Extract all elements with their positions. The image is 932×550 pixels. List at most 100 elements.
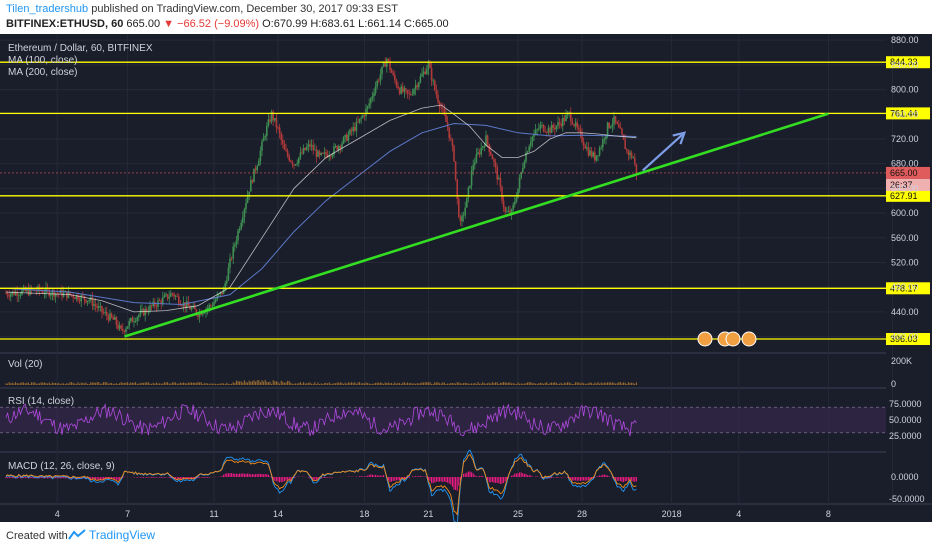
candle-body [269,119,271,122]
candle-body [267,119,270,126]
candle-body [53,290,55,297]
candle-body [290,160,292,162]
candle-body [262,137,265,142]
level-label: 478.17 [890,283,918,293]
candle-body [13,291,15,295]
candle-body [520,172,522,178]
candle-body [5,293,7,295]
axes: 844.33 761.44 627.91 478.17 396.03 665.00 26:3… [55,35,930,519]
moving-averages [5,104,637,313]
candle-body [134,321,137,322]
candle-body [346,134,348,141]
candle-body [461,215,463,222]
candle-body [171,293,174,295]
event-flag-icon[interactable] [725,331,741,347]
candle-body [597,155,599,157]
candle-body [523,161,526,168]
candle-body [382,62,385,67]
candle-body [202,313,204,315]
date-tick-label: 25 [513,509,523,519]
candle-body [317,151,319,157]
chart-svg[interactable]: 844.33 761.44 627.91 478.17 396.03 665.00 26:3… [0,34,932,527]
candle-body [170,293,172,297]
candle-body [48,289,50,296]
chart-area[interactable]: 844.33 761.44 627.91 478.17 396.03 665.00 26:3… [0,34,932,527]
candle-body [581,132,583,142]
candle-body [594,152,596,161]
level-tag [886,107,930,120]
chart-header: Tilen_tradershub published on TradingVie… [0,0,932,34]
candle-body [621,128,623,135]
rsi-line [5,403,637,437]
event-flag-icon[interactable] [697,331,713,347]
candle-body [630,152,633,158]
candle-body [291,161,294,165]
author-link[interactable]: Tilen_tradershub [6,3,89,15]
level-label: 627.91 [890,191,918,201]
volume-tick-label: 200K [891,356,912,366]
candle-body [587,147,590,156]
candle-body [94,304,97,307]
candle-body [469,185,471,188]
price-tick-label: 760.00 [891,109,919,119]
tradingview-brand[interactable]: TradingView [89,528,156,542]
candle-body [624,139,626,150]
candle-body [379,74,382,81]
candle-body [197,314,199,317]
candle-body [374,86,377,94]
candle-body [339,146,342,148]
candle-body [446,121,449,127]
candle-body [467,187,470,198]
candle-body [69,291,71,295]
price-tick-label: 520.00 [891,257,919,267]
candle-body [398,88,401,94]
event-flag-icon[interactable] [741,331,757,347]
candle-body [283,143,286,150]
candle-body [208,305,210,308]
candle-body [413,89,415,95]
candle-body [98,306,100,308]
candle-body [221,291,223,295]
candle-body [426,69,428,75]
indicators [0,379,886,527]
candle-body [72,295,74,298]
symbol: BITFINEX:ETHUSD, 60 [6,18,124,30]
candle-body [229,258,231,268]
candle-body [482,146,484,148]
candle-body [432,80,434,82]
candle-body [470,170,473,186]
candle-body [181,305,183,307]
candle-body [270,111,273,122]
candle-body [120,325,122,329]
ohlc-values: O:670.99 H:683.61 L:661.14 C:665.00 [262,18,449,30]
candle-body [118,325,121,329]
candle-body [234,244,236,247]
candle-body [365,108,367,117]
candle-body [542,124,545,132]
symbol-line: BITFINEX:ETHUSD, 60 665.00 ▼ −66.52 (−9.… [6,18,449,30]
candle-body [566,113,569,115]
candle-body [325,152,327,155]
candle-body [405,88,407,91]
candle-body [611,123,614,127]
forecast-arrow-head [672,131,687,145]
candle-body [155,306,158,307]
candle-body [424,71,426,75]
candle-body [430,67,433,81]
current-price-label: 665.00 [890,168,918,178]
candle-body [539,124,542,129]
date-tick-label: 8 [826,509,831,519]
candle-body [302,147,305,154]
date-tick-label: 18 [359,509,369,519]
candle-body [622,134,625,140]
candle-body [163,295,166,298]
candle-body [534,129,537,135]
legend-rsi: RSI (14, close) [8,396,74,407]
candle-body [259,150,262,162]
candle-body [406,90,409,94]
candle-body [126,326,129,329]
footer: Created with TradingView [0,522,932,550]
candle-body [78,300,81,302]
candle-body [232,246,234,259]
candle-body [602,139,604,148]
